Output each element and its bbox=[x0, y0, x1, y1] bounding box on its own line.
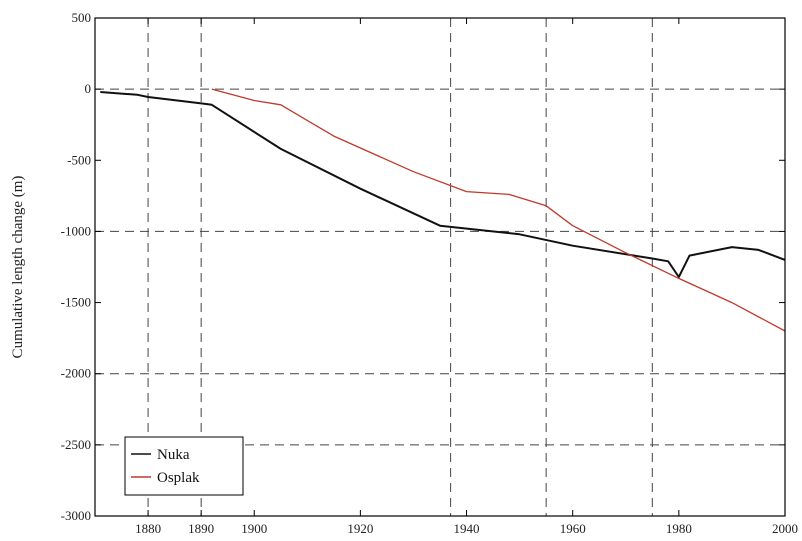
y-tick-label-1: 0 bbox=[85, 81, 92, 96]
x-tick-label-7: 2000 bbox=[772, 521, 798, 536]
x-tick-label-6: 1980 bbox=[666, 521, 692, 536]
ticks: 1880 1890 1900 1920 1940 1960 1980 2000 500 0 -500… bbox=[61, 10, 798, 536]
y-tick-label-2: -500 bbox=[67, 152, 91, 167]
legend: Nuka Osplak bbox=[124, 436, 244, 496]
y-tick-label-3: -1000 bbox=[61, 223, 91, 238]
series-line-osplak bbox=[211, 88, 786, 332]
y-axis-label: Cumulative length change (m) bbox=[10, 176, 26, 359]
plot-frame bbox=[94, 17, 786, 517]
series-line-nuka bbox=[100, 91, 786, 278]
x-tick-label-3: 1920 bbox=[347, 521, 373, 536]
y-tick-label-7: -3000 bbox=[61, 508, 91, 523]
series-layer bbox=[100, 88, 786, 332]
legend-label-osplak: Osplak bbox=[157, 470, 200, 486]
x-tick-label-0: 1880 bbox=[135, 521, 161, 536]
y-tick-label-4: -1500 bbox=[61, 295, 91, 310]
x-tick-label-5: 1960 bbox=[560, 521, 586, 536]
y-tick-label-5: -2000 bbox=[61, 366, 91, 381]
x-tick-label-4: 1940 bbox=[454, 521, 480, 536]
y-tick-label-0: 500 bbox=[72, 10, 92, 25]
x-tick-label-1: 1890 bbox=[188, 521, 214, 536]
legend-box bbox=[124, 436, 244, 496]
x-tick-label-2: 1900 bbox=[241, 521, 267, 536]
grid bbox=[95, 18, 785, 516]
legend-label-nuka: Nuka bbox=[157, 447, 190, 463]
y-tick-label-6: -2500 bbox=[61, 437, 91, 452]
